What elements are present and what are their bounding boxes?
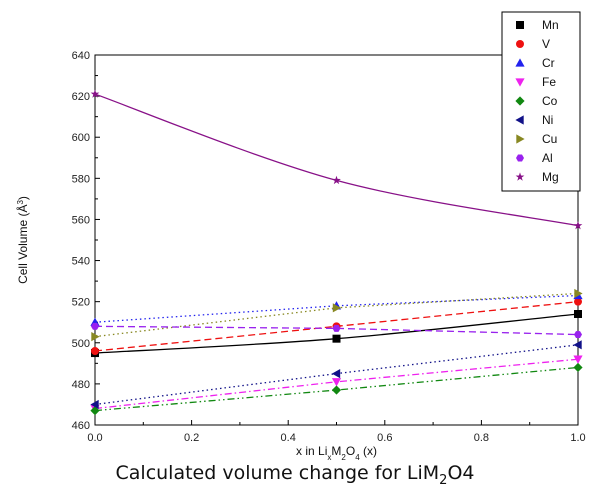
series-line bbox=[94, 325, 579, 336]
series-line bbox=[94, 366, 579, 412]
data-point bbox=[573, 340, 582, 350]
legend-marker bbox=[515, 96, 525, 106]
legend-marker bbox=[516, 21, 524, 29]
y-tick-label: 460 bbox=[72, 420, 90, 432]
y-tick-label: 540 bbox=[72, 256, 90, 268]
data-point bbox=[574, 331, 582, 339]
y-tick-label: 640 bbox=[72, 50, 90, 62]
label-part: M bbox=[331, 444, 341, 458]
data-point bbox=[573, 355, 583, 364]
chart: 460 480 500 520 540 560 580 600 620 640 0.0 0.2 0.4 0… bbox=[15, 11, 586, 462]
legend-label: Mn bbox=[542, 18, 559, 32]
y-tick-label: 480 bbox=[72, 379, 90, 391]
series-fe bbox=[90, 355, 583, 414]
legend-marker bbox=[515, 115, 524, 125]
label-part: x bbox=[327, 453, 331, 462]
y-axis-label-text: Cell Volume (Å3) bbox=[15, 196, 30, 284]
x-tick-label: 0.8 bbox=[474, 432, 489, 444]
y-tick-label: 620 bbox=[72, 91, 90, 103]
y-tick-label: 580 bbox=[72, 173, 90, 185]
series-ni bbox=[90, 340, 582, 410]
series-al bbox=[91, 322, 582, 339]
legend-label: Mg bbox=[542, 170, 559, 184]
data-point bbox=[574, 310, 582, 318]
x-tick-label: 1.0 bbox=[570, 432, 585, 444]
y-axis-label: Cell Volume (Å3) bbox=[15, 196, 30, 284]
data-point bbox=[573, 362, 583, 373]
label-part: Cell Volume (Å bbox=[15, 205, 30, 284]
legend-marker bbox=[516, 40, 524, 48]
label-part: 4 bbox=[355, 453, 360, 462]
y-tick-label: 500 bbox=[72, 338, 90, 350]
data-point bbox=[332, 334, 341, 343]
label-part: 2 bbox=[341, 453, 346, 462]
data-point bbox=[573, 221, 583, 230]
series-line bbox=[94, 313, 579, 354]
caption-subscript: 2 bbox=[439, 472, 448, 488]
legend-marker bbox=[516, 134, 525, 144]
x-tick-label: 0.0 bbox=[87, 432, 102, 444]
x-tick-label: 0.4 bbox=[281, 432, 296, 444]
series-mg bbox=[90, 89, 583, 230]
data-point bbox=[332, 324, 341, 332]
data-point bbox=[331, 378, 342, 387]
legend-label: Cr bbox=[542, 56, 555, 70]
legend: Mn V Cr Fe Co Ni Cu Al Mg bbox=[501, 11, 581, 192]
data-point bbox=[574, 297, 582, 306]
data-point bbox=[91, 332, 100, 342]
data-point bbox=[331, 369, 341, 379]
y-tick-label: 600 bbox=[72, 132, 90, 144]
data-point bbox=[90, 399, 99, 410]
data-point bbox=[332, 303, 342, 313]
y-tick-label: 560 bbox=[72, 214, 90, 226]
plot-area: 460 480 500 520 540 560 580 600 620 640 0.0 0.2 0.4 0… bbox=[72, 50, 586, 444]
data-point bbox=[91, 322, 99, 330]
data-point bbox=[331, 385, 342, 395]
x-axis-label-text: x in LixM2O4 (x) bbox=[296, 444, 377, 462]
label-part: x in Li bbox=[296, 444, 327, 458]
label-part: 3 bbox=[16, 200, 25, 205]
legend-label: Cu bbox=[542, 132, 557, 146]
data-point bbox=[332, 175, 341, 185]
legend-marker bbox=[516, 154, 524, 162]
legend-label: V bbox=[542, 37, 550, 51]
data-point bbox=[90, 89, 100, 98]
legend-marker bbox=[515, 58, 525, 67]
data-point bbox=[90, 406, 100, 416]
caption-text: Calculated volume change for LiM bbox=[115, 462, 440, 484]
legend-label: Ni bbox=[542, 113, 553, 127]
legend-label: Fe bbox=[542, 75, 556, 89]
series-co bbox=[90, 362, 583, 416]
label-part: (x) bbox=[360, 444, 377, 458]
data-point bbox=[91, 347, 99, 355]
caption-tail: O4 bbox=[447, 462, 475, 484]
y-tick-label: 520 bbox=[72, 297, 90, 309]
data-point bbox=[574, 288, 583, 299]
legend-marker bbox=[515, 172, 525, 181]
figure-caption: Calculated volume change for LiM2O4 bbox=[0, 462, 590, 488]
legend-marker bbox=[515, 78, 525, 87]
x-axis-label: x in LixM2O4 (x) bbox=[296, 444, 377, 462]
legend-label: Co bbox=[542, 94, 558, 108]
label-part: O bbox=[346, 444, 355, 458]
legend-box bbox=[501, 11, 581, 192]
x-tick-label: 0.2 bbox=[184, 432, 199, 444]
legend-label: Al bbox=[542, 151, 553, 165]
label-part: ) bbox=[16, 196, 30, 200]
series-mn bbox=[91, 310, 582, 358]
x-tick-label: 0.6 bbox=[377, 432, 392, 444]
